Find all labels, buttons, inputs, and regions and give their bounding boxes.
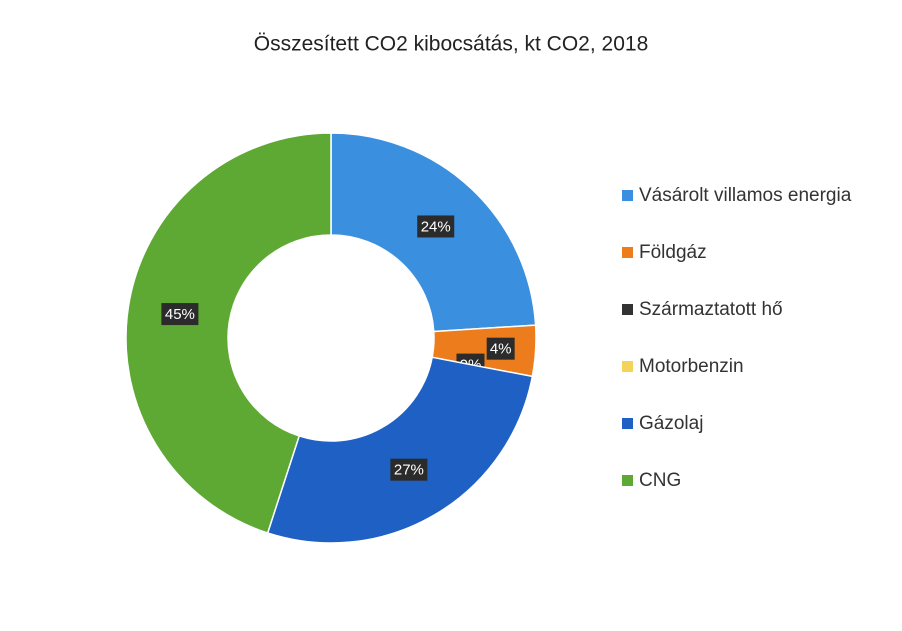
value-label: 4% — [490, 341, 512, 358]
legend-swatch — [622, 190, 633, 201]
legend-swatch — [622, 475, 633, 486]
value-label-box — [417, 215, 455, 238]
value-label: 27% — [394, 462, 424, 479]
legend-text: Gázolaj — [639, 413, 703, 434]
slice — [125, 132, 332, 534]
value-label: 45% — [165, 306, 195, 323]
legend-swatch — [622, 304, 633, 315]
value-label: 24% — [421, 218, 451, 235]
value-label-box — [486, 337, 515, 360]
chart-title: Összesített CO2 kibocsátás, kt CO2, 2018 — [254, 33, 649, 56]
legend-swatch — [622, 247, 633, 258]
legend-text: CNG — [639, 470, 681, 491]
legend-text: Földgáz — [639, 242, 707, 263]
legend-text: Vásárolt villamos energia — [639, 185, 852, 206]
slice — [266, 356, 534, 544]
legend-swatch — [622, 361, 633, 372]
legend-text: Származtatott hő — [639, 299, 783, 320]
legend-swatch — [622, 418, 633, 429]
value-label-box — [161, 303, 199, 326]
legend-text: Motorbenzin — [639, 356, 744, 377]
value-label-box — [390, 458, 428, 481]
